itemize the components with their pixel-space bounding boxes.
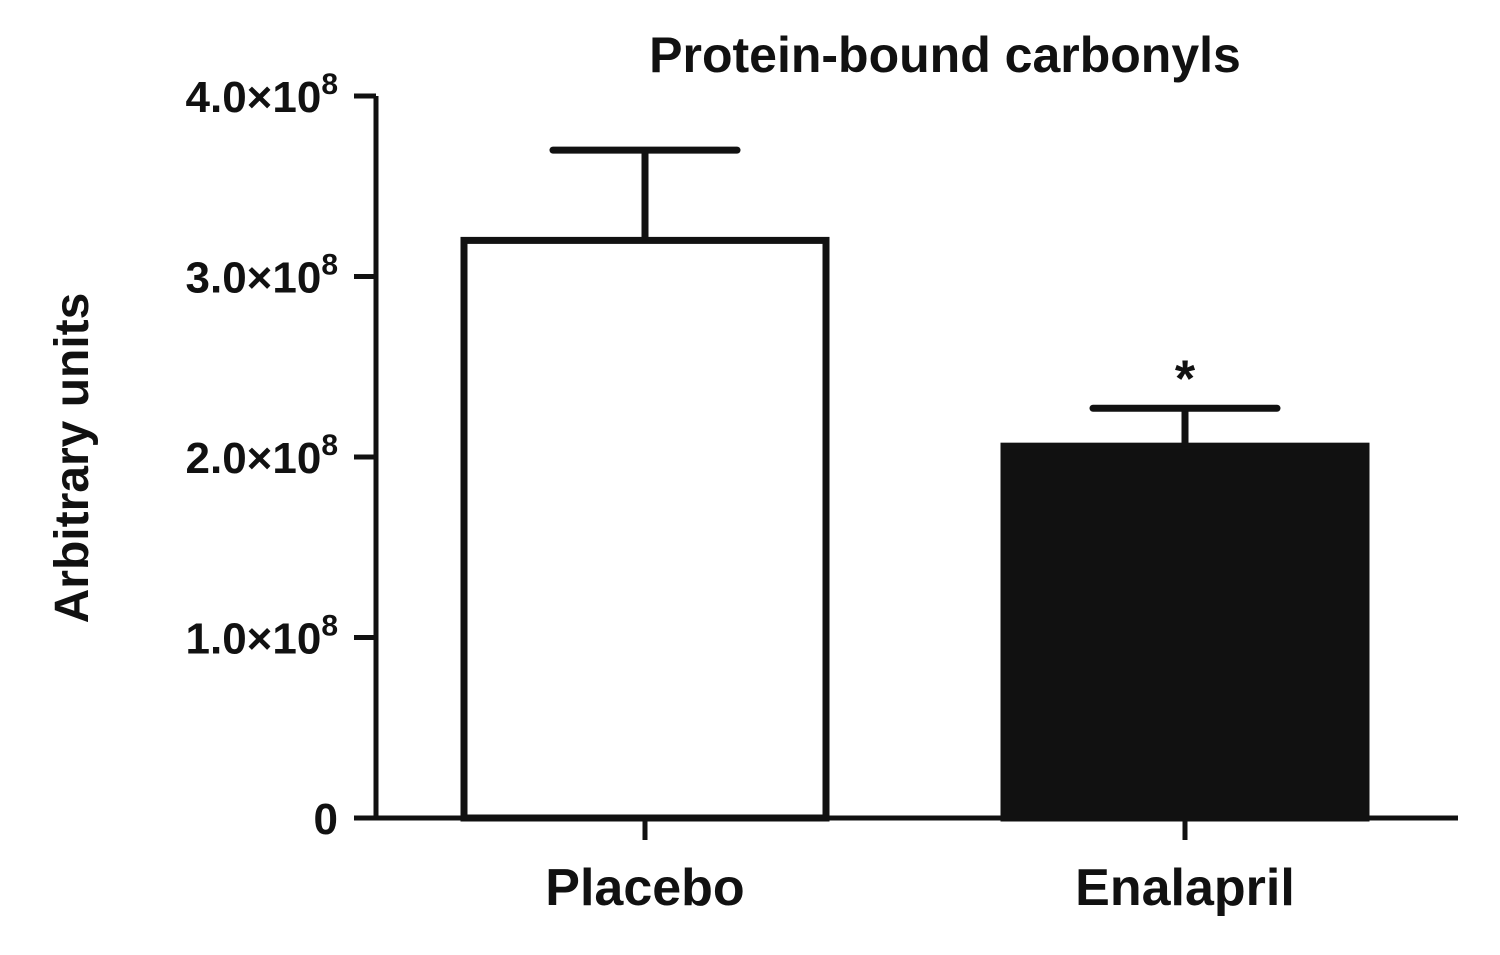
y-tick-label: 1.0×108 xyxy=(186,610,339,664)
y-axis-label: Arbitrary units xyxy=(46,293,99,624)
plot-area: Placebo * Enalapril 0 1.0×108 2.0×108 3.0×108 4… xyxy=(186,68,1458,917)
y-tick-label: 2.0×108 xyxy=(186,429,339,483)
y-tick-label: 4.0×108 xyxy=(186,68,339,122)
x-tick-label-placebo: Placebo xyxy=(545,859,744,917)
bar-placebo xyxy=(460,236,830,822)
x-tick-label-enalapril: Enalapril xyxy=(1075,859,1295,917)
chart-title: Protein-bound carbonyls xyxy=(649,27,1241,83)
y-tick-label: 0 xyxy=(314,795,338,844)
bar-enalapril xyxy=(1000,442,1370,822)
significance-marker: * xyxy=(1175,350,1196,408)
y-tick-label: 3.0×108 xyxy=(186,249,339,303)
